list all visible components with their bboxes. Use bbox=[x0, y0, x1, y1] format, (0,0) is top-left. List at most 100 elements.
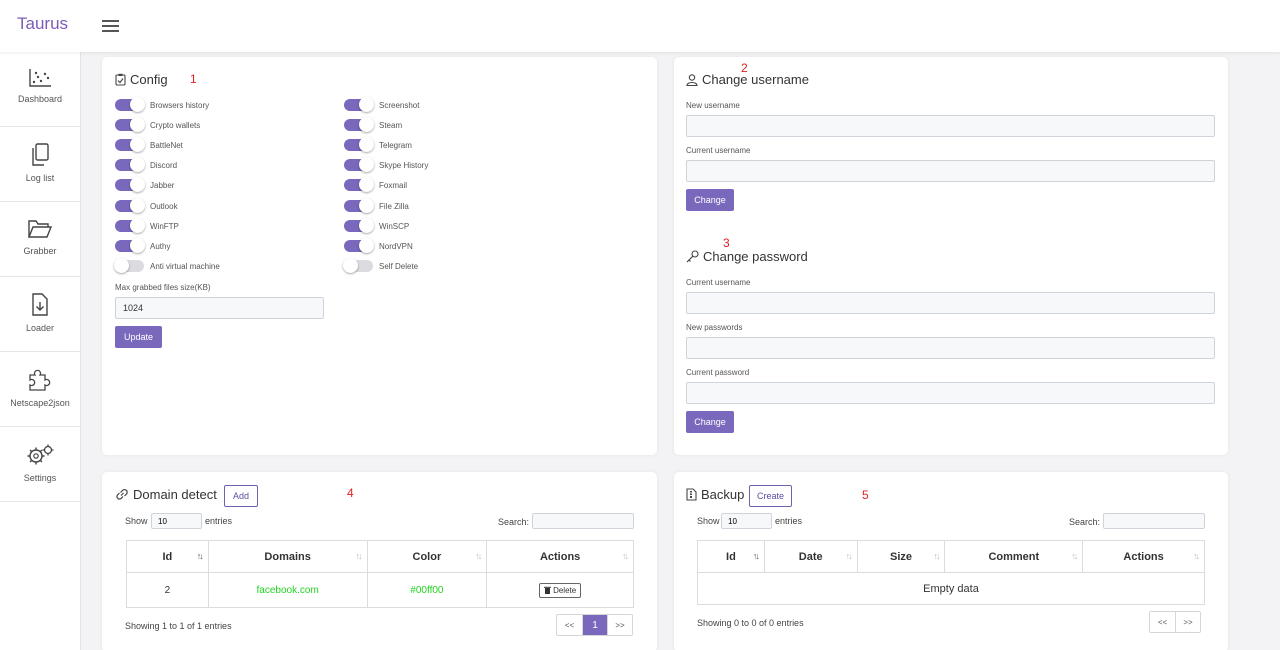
trash-icon bbox=[544, 586, 552, 594]
column-header-date[interactable]: Date ↑↓ bbox=[763, 540, 858, 573]
toggle-skype-history[interactable]: Skype History bbox=[344, 157, 428, 172]
current-username-label-2: Current username bbox=[686, 278, 751, 287]
column-header-domains[interactable]: Domains ↑↓ bbox=[207, 540, 368, 573]
search-input[interactable] bbox=[1103, 513, 1205, 529]
toggle-anti-virtual-machine[interactable]: Anti virtual machine bbox=[114, 258, 220, 273]
toggle-winftp[interactable]: WinFTP bbox=[115, 218, 179, 233]
change-password-button[interactable]: Change bbox=[686, 411, 734, 433]
sidebar-item-netscape2json[interactable]: Netscape2json bbox=[0, 352, 80, 427]
current-password-input[interactable] bbox=[686, 382, 1215, 404]
column-header-actions[interactable]: Actions ↑↓ bbox=[486, 540, 634, 573]
toggle-file-zilla[interactable]: File Zilla bbox=[344, 198, 409, 213]
entries-label: entries bbox=[775, 516, 803, 526]
current-password-label: Current password bbox=[686, 368, 750, 377]
new-password-input[interactable] bbox=[686, 337, 1215, 359]
pagination-next[interactable]: >> bbox=[607, 615, 632, 635]
change-password-title: Change password bbox=[686, 249, 808, 264]
toggle-discord[interactable]: Discord bbox=[115, 157, 177, 172]
pagination-page-1[interactable]: 1 bbox=[582, 615, 607, 635]
show-label: Show bbox=[125, 516, 148, 526]
max-size-label: Max grabbed files size(KB) bbox=[115, 283, 211, 292]
brand-logo[interactable]: Taurus bbox=[17, 14, 69, 33]
toggle-telegram[interactable]: Telegram bbox=[344, 137, 412, 152]
entries-select[interactable] bbox=[151, 513, 202, 529]
sidebar: Dashboard Log list Grabber Loader Netsca… bbox=[0, 52, 81, 650]
delete-button[interactable]: Delete bbox=[539, 582, 582, 598]
column-header-color[interactable]: Color ↑↓ bbox=[366, 540, 488, 573]
sidebar-item-settings[interactable]: Settings bbox=[0, 427, 80, 502]
domain-pagination: << 1 >> bbox=[556, 614, 633, 636]
show-label: Show bbox=[697, 516, 720, 526]
pagination-next[interactable]: >> bbox=[1175, 612, 1200, 632]
new-username-input[interactable] bbox=[686, 115, 1215, 137]
toggle-browsers-history[interactable]: Browsers history bbox=[115, 97, 209, 112]
toggle-steam[interactable]: Steam bbox=[344, 117, 402, 132]
change-username-title: Change username bbox=[686, 72, 809, 87]
sidebar-item-label: Log list bbox=[25, 173, 55, 183]
table-info: Showing 0 to 0 of 0 entries bbox=[697, 618, 804, 628]
column-header-comment[interactable]: Comment ↑↓ bbox=[944, 540, 1084, 573]
toggle-jabber[interactable]: Jabber bbox=[115, 177, 174, 192]
cell-color: #00ff00 bbox=[366, 572, 488, 608]
toggle-nordvpn[interactable]: NordVPN bbox=[344, 238, 413, 253]
column-header-size[interactable]: Size ↑↓ bbox=[856, 540, 946, 573]
cell-id: 2 bbox=[126, 572, 209, 608]
toggle-authy[interactable]: Authy bbox=[115, 238, 170, 253]
pagination-prev[interactable]: << bbox=[1157, 617, 1168, 627]
sidebar-item-dashboard[interactable]: Dashboard bbox=[0, 52, 80, 127]
update-button[interactable]: Update bbox=[115, 326, 162, 348]
link-icon bbox=[116, 489, 128, 500]
max-size-input[interactable] bbox=[115, 297, 324, 319]
sidebar-item-label: Loader bbox=[25, 323, 55, 333]
toggle-self-delete[interactable]: Self Delete bbox=[343, 258, 418, 273]
annotation-1: 1 bbox=[190, 72, 197, 86]
chart-icon bbox=[29, 69, 51, 87]
menu-toggle-icon[interactable] bbox=[102, 20, 119, 32]
sidebar-item-grabber[interactable]: Grabber bbox=[0, 202, 80, 277]
toggle-battlenet[interactable]: BattleNet bbox=[115, 137, 183, 152]
annotation-4: 4 bbox=[347, 486, 354, 500]
toggle-winscp[interactable]: WinSCP bbox=[344, 218, 409, 233]
sidebar-item-label: Grabber bbox=[23, 246, 57, 256]
column-header-actions[interactable]: Actions ↑↓ bbox=[1082, 540, 1205, 573]
folder-icon bbox=[27, 220, 53, 238]
annotation-5: 5 bbox=[862, 488, 869, 502]
add-domain-button[interactable]: Add bbox=[224, 485, 258, 507]
sidebar-item-loader[interactable]: Loader bbox=[0, 277, 80, 352]
toggle-foxmail[interactable]: Foxmail bbox=[344, 177, 407, 192]
clipboard-check-icon bbox=[115, 73, 126, 86]
search-label: Search: bbox=[1069, 517, 1101, 527]
backup-title: Backup bbox=[686, 487, 744, 502]
user-icon bbox=[686, 73, 698, 86]
backup-table: Id ↑↓ Date ↑↓ Size ↑↓ Comment ↑↓ Actions ↑↓ E… bbox=[697, 540, 1205, 605]
top-bar: Taurus bbox=[0, 0, 1280, 52]
sidebar-item-label: Dashboard bbox=[17, 94, 63, 104]
column-header-id[interactable]: Id ↑↓ bbox=[697, 540, 765, 573]
search-label: Search: bbox=[498, 517, 530, 527]
download-file-icon bbox=[32, 293, 48, 316]
pagination-prev[interactable]: << bbox=[564, 620, 575, 630]
table-row: 2 facebook.com #00ff00 Delete bbox=[126, 572, 634, 608]
current-username-label: Current username bbox=[686, 146, 751, 155]
create-backup-button[interactable]: Create bbox=[749, 485, 792, 507]
archive-file-icon bbox=[686, 488, 697, 501]
search-input[interactable] bbox=[532, 513, 634, 529]
column-header-id[interactable]: Id ↑↓ bbox=[126, 540, 209, 573]
toggle-outlook[interactable]: Outlook bbox=[115, 198, 178, 213]
current-username-input[interactable] bbox=[686, 160, 1215, 182]
toggle-crypto-wallets[interactable]: Crypto wallets bbox=[115, 117, 200, 132]
sidebar-item-label: Netscape2json bbox=[10, 398, 70, 408]
sidebar-item-log-list[interactable]: Log list bbox=[0, 127, 80, 202]
entries-select[interactable] bbox=[721, 513, 772, 529]
key-icon bbox=[686, 250, 699, 263]
new-password-label: New passwords bbox=[686, 323, 743, 332]
table-info: Showing 1 to 1 of 1 entries bbox=[125, 621, 232, 631]
domain-detect-title: Domain detect bbox=[115, 487, 217, 502]
password-current-username-input[interactable] bbox=[686, 292, 1215, 314]
change-username-button[interactable]: Change bbox=[686, 189, 734, 211]
empty-data-cell: Empty data bbox=[697, 572, 1205, 605]
domain-detect-card: Domain detect Add 4 Show entries Search:… bbox=[102, 472, 657, 650]
toggle-screenshot[interactable]: Screenshot bbox=[344, 97, 419, 112]
config-card: Config 1 Browsers history Crypto wallets… bbox=[102, 57, 657, 455]
backup-card: Backup Create 5 Show entries Search: Id↑… bbox=[674, 472, 1228, 650]
